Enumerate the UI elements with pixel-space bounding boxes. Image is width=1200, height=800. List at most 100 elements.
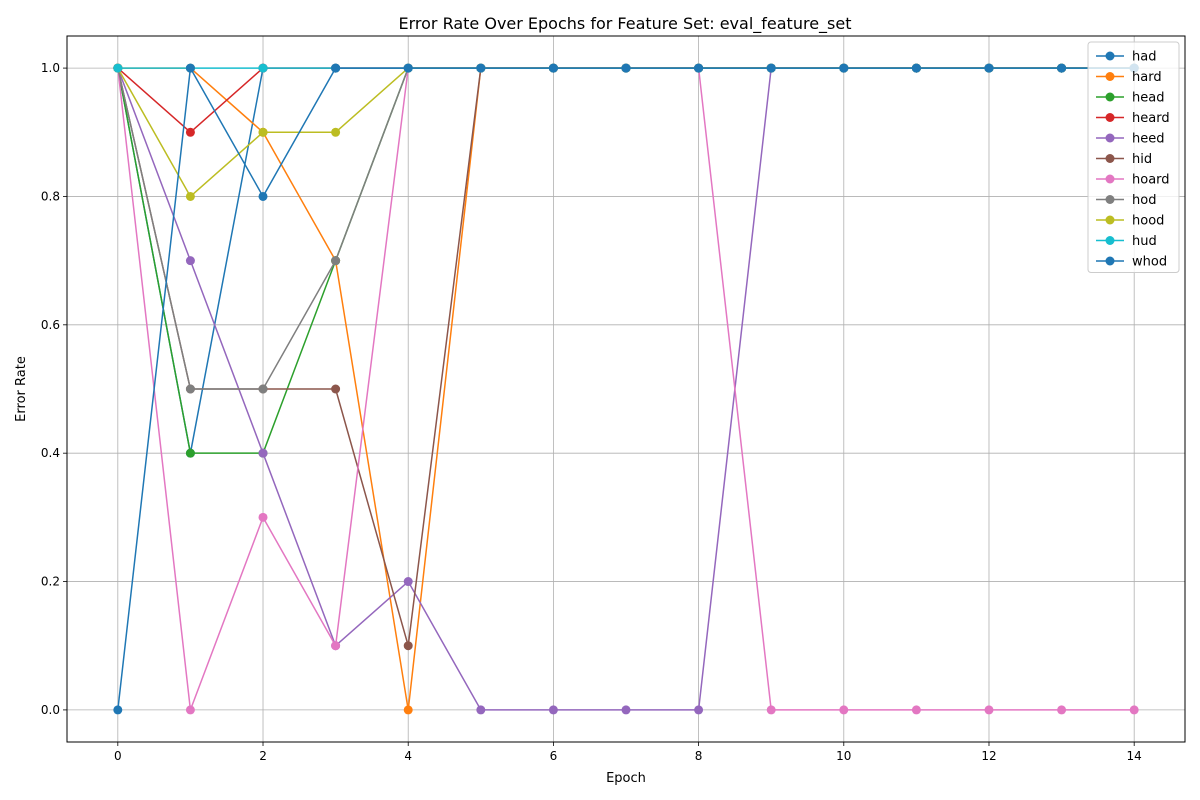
y-axis-ticks: 0.0 0.2 0.4 0.6 0.8 1.0 (41, 61, 67, 717)
y-tick-label: 0.8 (41, 189, 60, 203)
legend-label: hod (1132, 193, 1156, 208)
x-axis-label: Epoch (606, 771, 646, 786)
x-tick-label: 4 (404, 749, 412, 763)
data-point-hoard (258, 512, 268, 522)
x-tick-label: 2 (259, 749, 267, 763)
series-line-hod (117, 67, 1135, 390)
data-point-whod (476, 63, 486, 73)
data-point-whod (694, 63, 704, 73)
legend-label: had (1132, 50, 1156, 65)
x-tick-label: 8 (695, 749, 703, 763)
legend-label: hood (1132, 214, 1164, 229)
data-point-hoard (1129, 705, 1139, 715)
data-point-hood (258, 127, 268, 137)
data-point-heed (258, 448, 268, 458)
x-tick-label: 14 (1127, 749, 1142, 763)
data-point-hoard (911, 705, 921, 715)
data-point-hod (331, 256, 341, 266)
data-point-whod (331, 63, 341, 73)
series-hood (113, 63, 1139, 201)
data-point-hoard (839, 705, 849, 715)
series-had (113, 63, 1139, 458)
series-hid (113, 63, 1139, 651)
data-point-whod (258, 191, 268, 201)
data-point-hoard (1057, 705, 1067, 715)
data-point-hud (113, 63, 123, 73)
data-point-whod (548, 63, 558, 73)
legend-label: whod (1132, 255, 1167, 270)
data-point-whod (403, 63, 413, 73)
data-point-whod (984, 63, 994, 73)
data-point-whod (185, 63, 195, 73)
y-tick-label: 0.0 (41, 703, 60, 717)
y-axis-label: Error Rate (14, 356, 29, 422)
series-line-had (117, 67, 1135, 454)
legend-label: hid (1132, 152, 1152, 167)
y-tick-label: 0.2 (41, 575, 60, 589)
legend-item-whod: whod (1096, 255, 1167, 270)
legend-item-heard: heard (1096, 111, 1170, 126)
data-point-hid (403, 641, 413, 651)
series-hod (113, 63, 1139, 394)
data-point-hod (185, 384, 195, 394)
legend-label: heard (1132, 111, 1170, 126)
legend-item-hid: hid (1096, 152, 1152, 167)
data-point-hood (331, 127, 341, 137)
data-point-whod (113, 705, 123, 715)
legend-label: heed (1132, 132, 1165, 147)
data-point-heed (403, 577, 413, 587)
x-tick-label: 12 (981, 749, 996, 763)
legend-marker (1105, 174, 1115, 184)
legend-marker (1105, 113, 1115, 122)
legend-marker (1105, 92, 1115, 102)
x-tick-label: 6 (550, 749, 558, 763)
data-point-whod (766, 63, 776, 73)
legend-marker (1105, 195, 1115, 204)
legend: had hard head heard heed hid hoard hod hood hud wh… (1087, 41, 1180, 273)
legend-item-hud: hud (1096, 234, 1157, 249)
data-point-whod (911, 63, 921, 73)
legend-marker (1105, 133, 1115, 143)
data-point-hoard (984, 705, 994, 715)
data-point-whod (1057, 63, 1067, 73)
legend-marker (1105, 154, 1115, 163)
data-point-hard (403, 705, 413, 715)
data-point-heed (621, 705, 631, 715)
legend-marker (1105, 51, 1115, 61)
legend-item-heed: heed (1096, 132, 1165, 147)
plot-frame (66, 35, 1186, 743)
data-point-whod (839, 63, 849, 73)
data-point-heed (694, 705, 704, 715)
legend-label: head (1132, 91, 1164, 106)
chart-title: Error Rate Over Epochs for Feature Set: … (398, 14, 851, 34)
series-layer (113, 63, 1139, 715)
data-point-hod (258, 384, 268, 394)
legend-marker (1105, 215, 1115, 225)
legend-item-hod: hod (1096, 193, 1156, 208)
data-point-heed (548, 705, 558, 715)
y-tick-label: 1.0 (41, 61, 60, 75)
legend-label: hud (1132, 234, 1157, 249)
series-heard (113, 63, 1139, 137)
legend-item-hoard: hoard (1096, 173, 1170, 188)
legend-item-hood: hood (1096, 214, 1164, 229)
data-point-hud (258, 63, 268, 73)
legend-item-head: head (1096, 91, 1164, 106)
x-tick-label: 0 (114, 749, 122, 763)
data-point-hoard (766, 705, 776, 715)
series-whod (113, 63, 1139, 715)
x-tick-label: 10 (836, 749, 851, 763)
series-line-hood (117, 67, 1135, 198)
data-point-heed (476, 705, 486, 715)
series-line-heard (117, 67, 1135, 134)
data-point-heard (185, 127, 195, 137)
y-tick-label: 0.6 (41, 318, 60, 332)
series-head (113, 63, 1139, 458)
legend-label: hard (1132, 70, 1162, 85)
y-tick-label: 0.4 (41, 446, 60, 460)
series-line-hid (117, 67, 1135, 647)
data-point-hoard (331, 641, 341, 651)
data-point-whod (621, 63, 631, 73)
legend-marker (1105, 72, 1115, 81)
